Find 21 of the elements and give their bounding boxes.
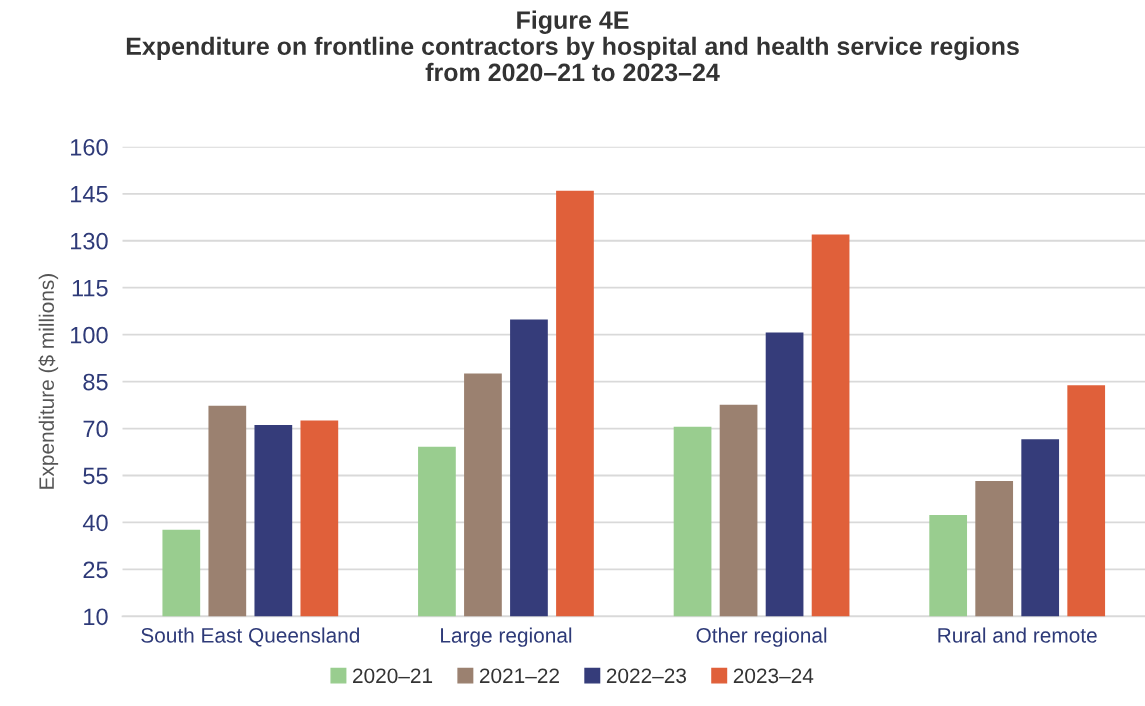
x-tick-label: Other regional [696, 627, 827, 647]
y-tick-label: 115 [72, 280, 108, 297]
y-tick-label: 100 [71, 326, 108, 344]
y-tick-label: 40 [82, 514, 108, 532]
chart-title: Figure 4E Expenditure on frontline contractors by hospital and health service regions from 2020–21 to 2023–24 [126, 10, 1019, 82]
y-tick-label: 55 [83, 467, 108, 485]
y-tick-label: 145 [71, 186, 108, 203]
x-tick-label: Large regional [441, 627, 572, 647]
legend-label: 2022–23 [606, 668, 687, 684]
y-tick-label: 70 [83, 420, 108, 438]
y-tick-label: 130 [71, 232, 108, 250]
x-tick-label: Rural and remote [938, 627, 1097, 643]
y-tick-label: 25 [83, 561, 108, 579]
y-tick-label: 85 [83, 373, 108, 391]
legend-label: 2021–22 [479, 668, 559, 684]
y-tick-label: 160 [71, 138, 108, 156]
y-axis-title: Expenditure ($ millions) [38, 274, 59, 489]
y-tick-label: 10 [84, 608, 108, 626]
legend-label: 2023–24 [733, 668, 814, 684]
legend-label: 2020–21 [353, 668, 433, 684]
x-tick-label: South East Queensland [141, 627, 360, 647]
